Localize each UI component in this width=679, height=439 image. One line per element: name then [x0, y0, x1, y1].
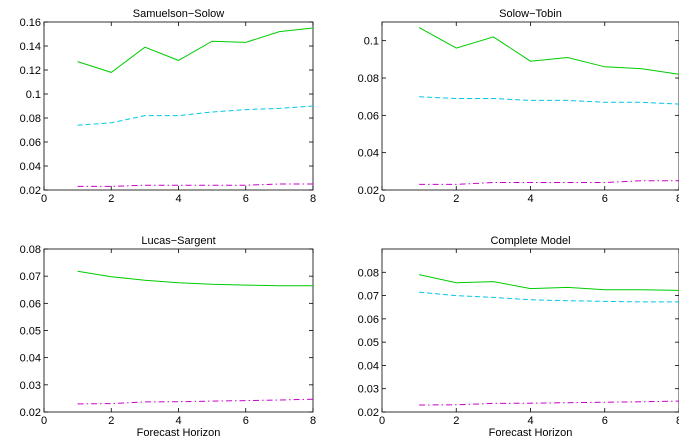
y-tick-label: 0.02 — [358, 407, 379, 419]
series-line-dashed — [419, 96, 679, 105]
y-tick-label: 0.04 — [20, 353, 41, 365]
x-tick-label: 4 — [175, 415, 181, 427]
series-line-dashdot — [77, 398, 314, 405]
x-tick-label: 6 — [602, 415, 608, 427]
series-line-dashed — [77, 105, 314, 126]
y-tick-label: 0.16 — [20, 17, 41, 29]
x-tick-label: 6 — [602, 193, 608, 205]
chart-title: Solow−Tobin — [499, 8, 562, 20]
chart-panel-3: Lucas−Sargent 0 2 4 6 8 0.02 0.03 0.04 0.05 0.06 0.… — [20, 235, 316, 439]
chart-panel-1: Samuelson−Solow 0 2 4 6 8 0.02 0.04 0.06 0.08 0.1 0… — [20, 8, 316, 205]
x-tick-label: 2 — [453, 193, 459, 205]
plot-frame — [381, 248, 679, 413]
y-tick-label: 0.1 — [26, 89, 41, 101]
series-line-dashdot — [419, 400, 679, 406]
x-tick-label: 8 — [676, 193, 679, 205]
y-tick-label: 0.02 — [20, 185, 41, 197]
y-tick-label: 0.12 — [20, 65, 41, 77]
x-tick-label: 2 — [108, 415, 114, 427]
x-tick-label: 8 — [676, 415, 679, 427]
chart-title: Samuelson−Solow — [133, 8, 224, 20]
x-tick-label: 0 — [379, 193, 385, 205]
x-axis-label: Forecast Horizon — [489, 427, 573, 439]
y-tick-label: 0.08 — [20, 113, 41, 125]
y-tick-label: 0.05 — [20, 326, 41, 338]
x-tick-label: 8 — [310, 193, 316, 205]
y-tick-label: 0.06 — [358, 314, 379, 326]
series-line-solid — [77, 270, 313, 287]
y-tick-label: 0.02 — [358, 185, 379, 197]
x-axis-label: Forecast Horizon — [137, 427, 221, 439]
x-tick-label: 8 — [310, 415, 316, 427]
chart-panel-2: Solow−Tobin 0 2 4 6 8 0.02 0.04 0.06 0.08 0.1 — [358, 8, 679, 205]
x-tick-label: 6 — [243, 193, 249, 205]
y-tick-label: 0.08 — [358, 73, 379, 85]
y-tick-label: 0.06 — [358, 110, 379, 122]
x-tick-label: 0 — [41, 193, 47, 205]
y-tick-label: 0.03 — [20, 380, 41, 392]
series-line-dashed — [419, 291, 679, 303]
y-tick-label: 0.08 — [358, 267, 379, 279]
x-tick-label: 2 — [453, 415, 459, 427]
x-tick-label: 0 — [379, 415, 385, 427]
x-tick-label: 0 — [41, 415, 47, 427]
chart-title: Complete Model — [490, 235, 570, 247]
y-tick-label: 0.02 — [20, 407, 41, 419]
x-tick-label: 4 — [527, 415, 533, 427]
plot-frame — [381, 21, 679, 191]
y-tick-label: 0.1 — [364, 36, 379, 48]
x-tick-label: 6 — [243, 415, 249, 427]
y-tick-label: 0.07 — [20, 271, 41, 283]
series-line-solid — [418, 274, 679, 291]
x-tick-label: 2 — [108, 193, 114, 205]
y-tick-label: 0.07 — [358, 291, 379, 303]
series-line-solid — [77, 27, 314, 73]
y-tick-label: 0.08 — [20, 244, 41, 256]
y-tick-label: 0.03 — [358, 384, 379, 396]
series-line-dashdot — [419, 180, 679, 185]
x-tick-label: 4 — [175, 193, 181, 205]
y-tick-label: 0.14 — [20, 41, 41, 53]
y-tick-label: 0.06 — [20, 298, 41, 310]
plot-frame — [43, 21, 314, 191]
plot-frame — [43, 248, 314, 413]
y-tick-label: 0.04 — [20, 161, 41, 173]
series-line-dashdot — [77, 183, 313, 187]
chart-panel-4: Complete Model 0 2 4 6 8 0.02 0.03 0.04 0.05 0.06 0… — [358, 235, 679, 439]
y-tick-label: 0.06 — [20, 137, 41, 149]
y-tick-label: 0.04 — [358, 148, 379, 160]
y-tick-label: 0.05 — [358, 337, 379, 349]
y-tick-label: 0.04 — [358, 360, 379, 372]
series-line-solid — [418, 27, 679, 75]
x-tick-label: 4 — [527, 193, 533, 205]
chart-title: Lucas−Sargent — [141, 235, 215, 247]
